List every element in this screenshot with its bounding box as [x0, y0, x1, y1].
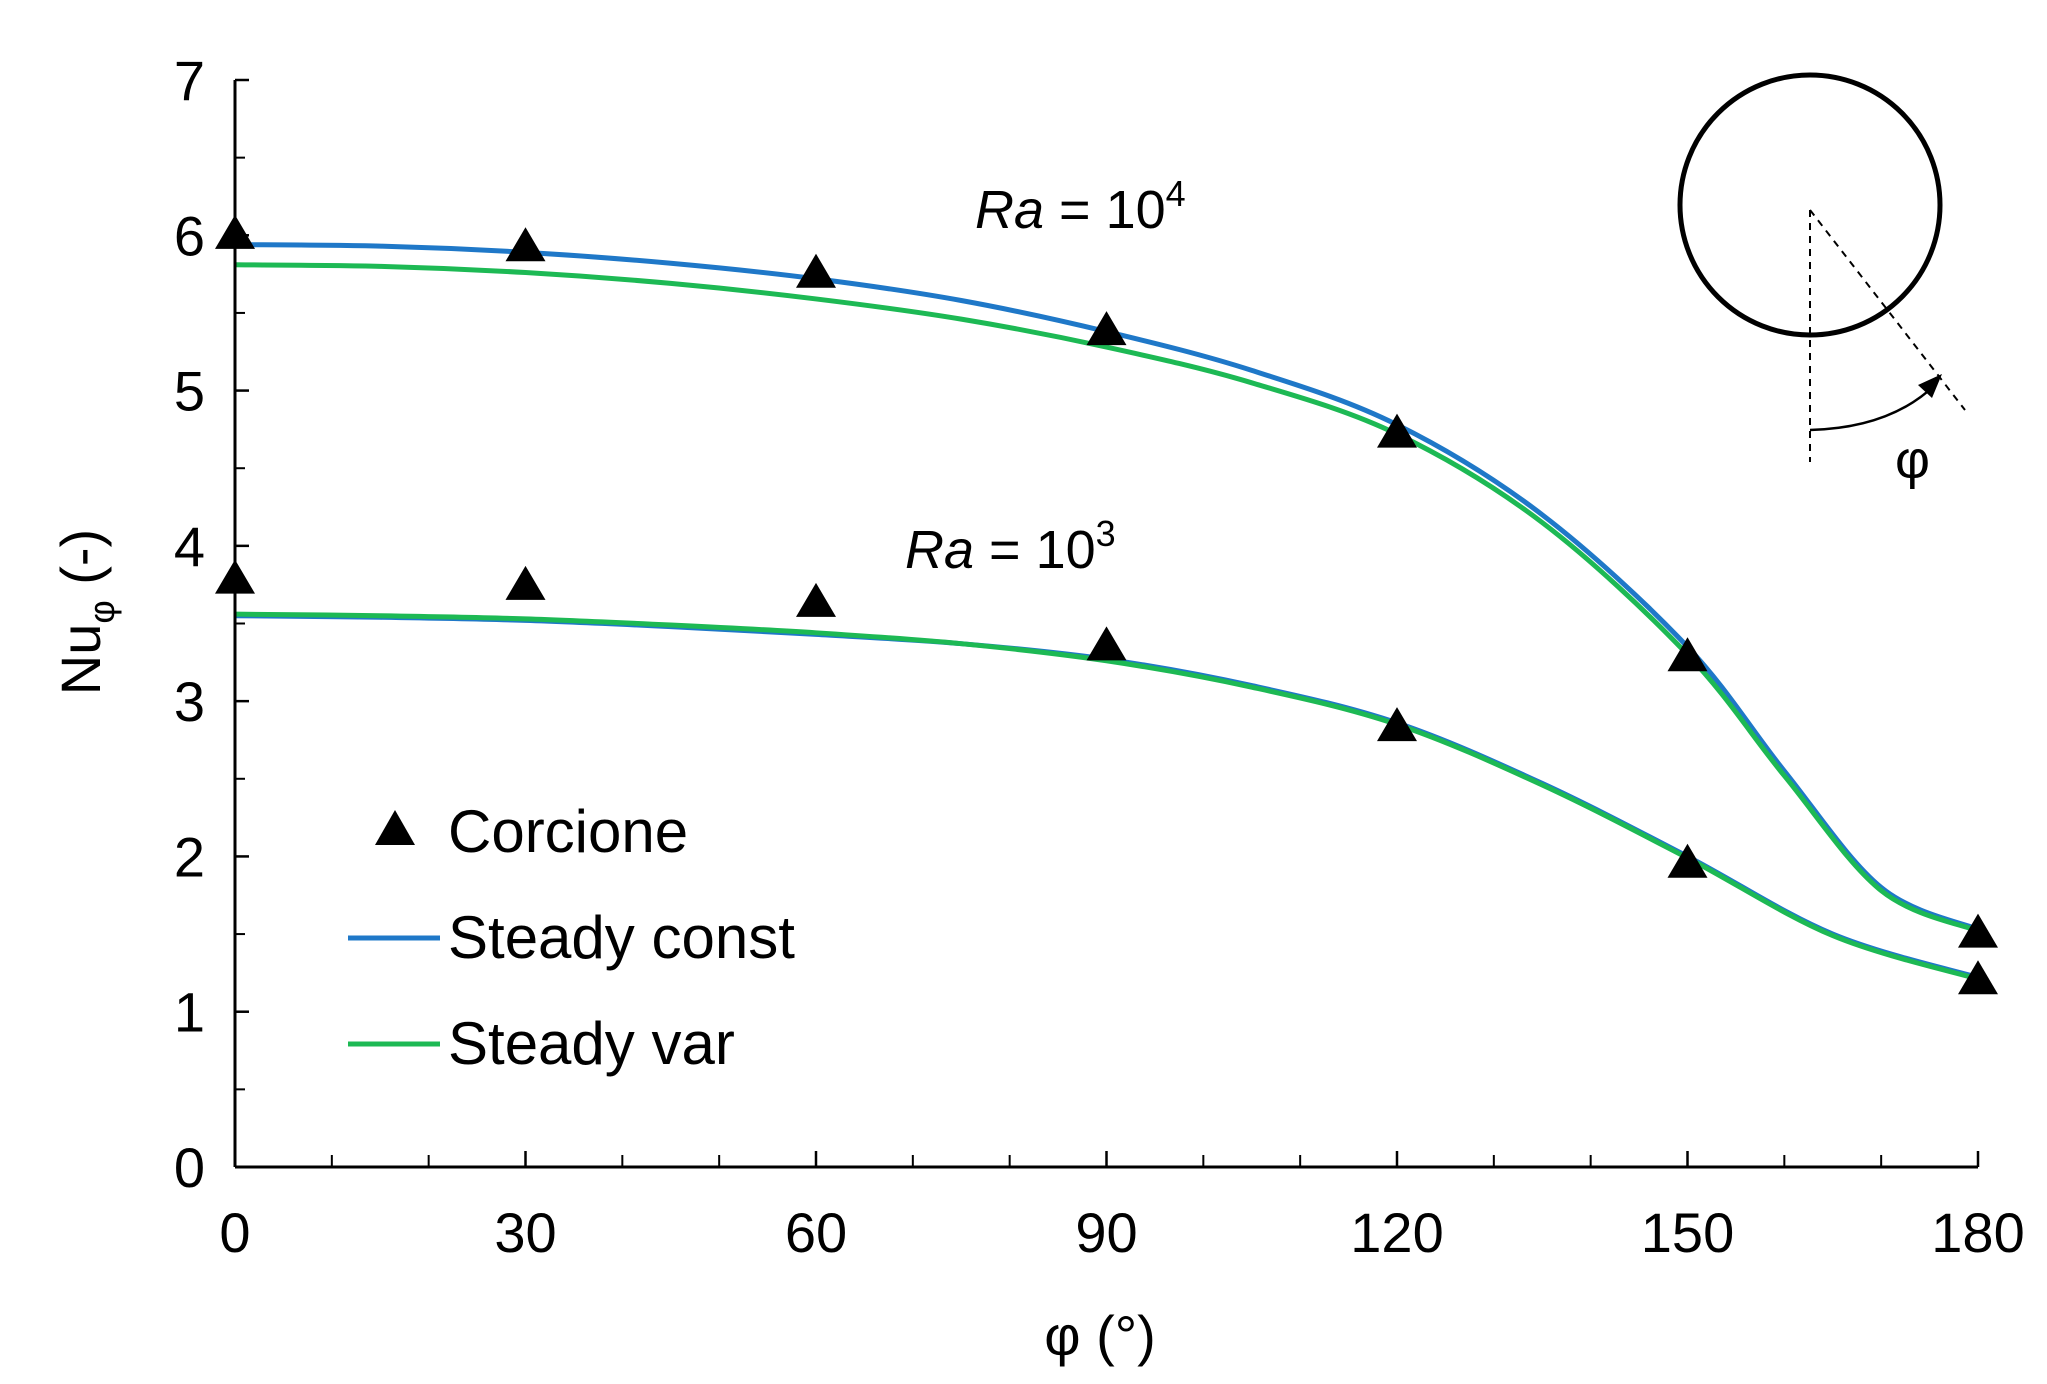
data-point-corcione-ra1e4 — [1667, 637, 1708, 672]
annotations: Ra = 104 Ra = 103 — [905, 173, 1186, 580]
annotation-ra4: Ra = 104 — [975, 173, 1186, 240]
x-tick-label: 30 — [494, 1201, 556, 1264]
y-tick-label: 0 — [174, 1136, 205, 1199]
inset-arrowhead — [1918, 374, 1942, 398]
data-point-corcione-ra1e3 — [796, 582, 836, 617]
data-point-corcione-ra1e3 — [1958, 960, 1998, 995]
y-tick-label: 6 — [174, 204, 205, 267]
y-ticks: 0 1 2 3 4 5 6 7 — [174, 49, 249, 1199]
y-axis-title-suffix: (-) — [49, 529, 112, 601]
x-axis-title: φ (°) — [1044, 1304, 1156, 1367]
data-point-corcione-ra1e4 — [1086, 311, 1127, 346]
data-point-corcione-ra1e3 — [1377, 707, 1417, 742]
inset-angle-arc — [1809, 384, 1936, 432]
x-tick-label: 0 — [219, 1201, 250, 1264]
annotation-ra3: Ra = 103 — [905, 513, 1116, 580]
y-tick-label: 3 — [174, 670, 205, 733]
x-tick-label: 90 — [1075, 1201, 1137, 1264]
legend-label-steady-const: Steady const — [448, 904, 795, 971]
x-tick-label: 150 — [1641, 1201, 1734, 1264]
cylinder-circle — [1677, 72, 1943, 338]
data-point-corcione-ra1e3 — [1086, 626, 1127, 661]
y-tick-label: 5 — [174, 360, 205, 423]
legend-label-corcione: Corcione — [448, 798, 688, 865]
plot-area — [215, 214, 1998, 995]
cylinder-inset-diagram: φ — [1677, 72, 1966, 490]
x-tick-label: 180 — [1931, 1201, 2024, 1264]
axes: 0 1 2 3 4 5 6 7 0 30 60 90 120 150 180 — [174, 49, 2025, 1264]
data-point-corcione-ra1e4 — [505, 227, 546, 262]
y-tick-label: 4 — [174, 515, 205, 578]
data-point-corcione-ra1e4 — [796, 253, 836, 288]
series-line-steady-const-ra1e4 — [234, 242, 1979, 932]
y-tick-label: 1 — [174, 981, 205, 1044]
series-line-steady-var-ra1e4 — [234, 262, 1979, 934]
svg-text:Nuφ (-): Nuφ (-) — [49, 529, 122, 695]
y-tick-label: 7 — [174, 49, 205, 112]
x-tick-label: 120 — [1350, 1201, 1443, 1264]
x-tick-label: 60 — [785, 1201, 847, 1264]
y-tick-label: 2 — [174, 825, 205, 888]
data-point-corcione-ra1e3 — [505, 565, 546, 600]
x-ticks: 0 30 60 90 120 150 180 — [219, 1151, 2025, 1264]
data-point-corcione-ra1e4 — [1958, 913, 1998, 948]
y-axis-title-subscript: φ — [81, 600, 122, 623]
legend-marker-corcione — [375, 810, 415, 845]
data-point-corcione-ra1e3 — [1667, 843, 1708, 878]
legend-label-steady-var: Steady var — [448, 1010, 735, 1077]
data-point-corcione-ra1e4 — [1377, 413, 1417, 448]
y-axis-title: Nuφ (-) — [49, 529, 122, 695]
y-axis-title-main: Nu — [49, 624, 112, 696]
legend: Corcione Steady const Steady var — [348, 798, 795, 1077]
inset-phi-label: φ — [1895, 430, 1930, 490]
